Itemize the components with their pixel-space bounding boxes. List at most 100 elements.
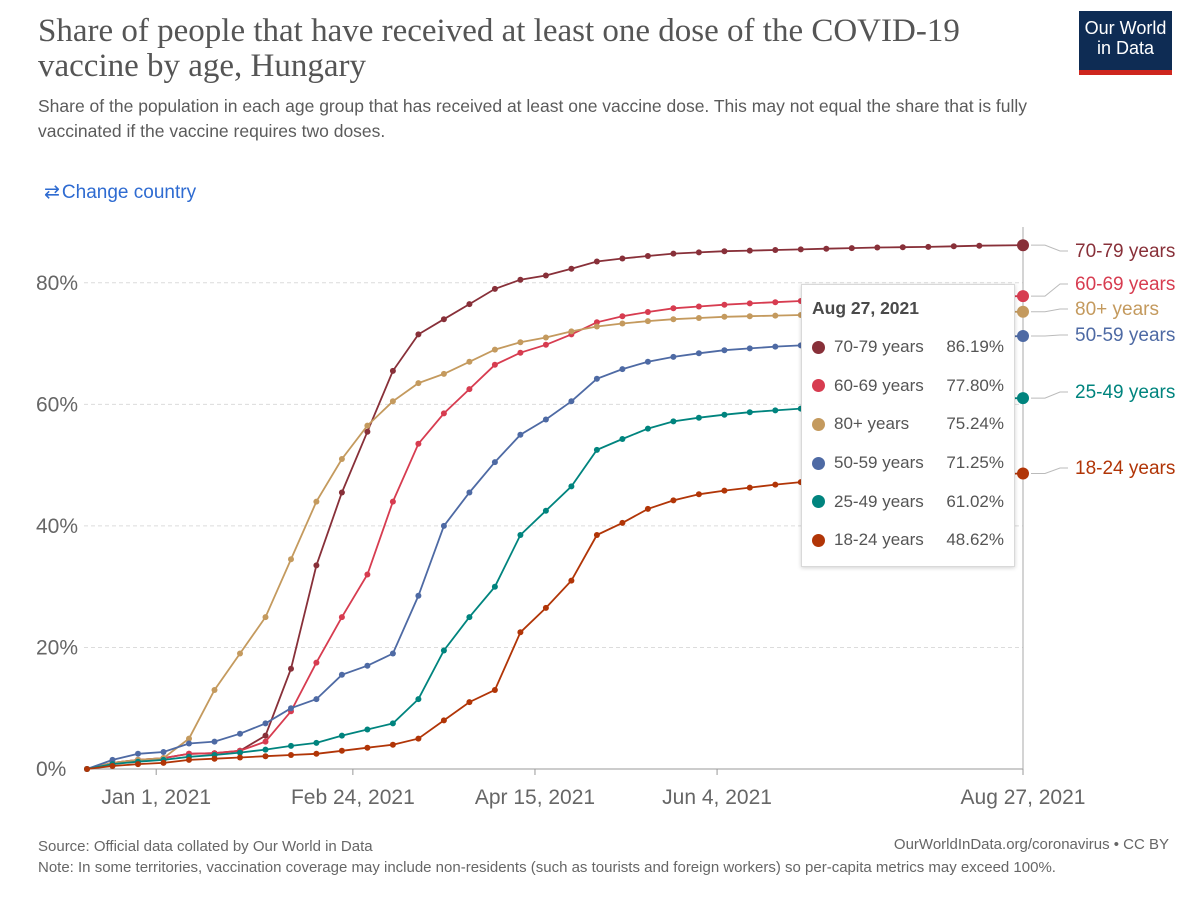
tooltip-series-label: 60-69 years [834, 375, 924, 395]
tooltip-series-label: 25-49 years [834, 491, 924, 511]
series-point [670, 316, 677, 323]
series-end-marker [1017, 305, 1029, 318]
series-point [491, 361, 498, 368]
series-point [695, 315, 702, 321]
series-point [568, 577, 575, 584]
series-point [135, 750, 141, 757]
series-point [670, 305, 677, 312]
x-tick-label: Jun 4, 2021 [662, 786, 772, 809]
series-dot-icon [812, 456, 825, 470]
series-point [746, 300, 753, 307]
series-point [338, 614, 345, 621]
series-point [950, 243, 957, 250]
series-point [874, 244, 881, 251]
series-point [491, 346, 498, 353]
swap-arrows-icon: ⇄ [44, 182, 60, 203]
x-tick-label: Aug 27, 2021 [961, 786, 1086, 809]
series-point [338, 489, 345, 496]
source-note: Source: Official data collated by Our Wo… [38, 838, 373, 855]
tooltip-series-value: 61.02% [946, 491, 1004, 511]
tooltip-series-label: 18-24 years [834, 530, 924, 550]
series-point [389, 720, 396, 727]
series-point [288, 742, 294, 749]
x-tick-label: Feb 24, 2021 [291, 786, 415, 809]
series-point [695, 350, 702, 357]
label-connector [1031, 334, 1068, 337]
series-point [619, 436, 626, 442]
series-point [568, 328, 575, 335]
tooltip-row: 18-24 years 48.62% [812, 521, 1004, 560]
series-point [542, 416, 549, 423]
series-point [772, 247, 779, 253]
series-point [695, 414, 702, 421]
series-point [491, 583, 498, 590]
series-point [848, 245, 855, 252]
series-point [593, 446, 600, 453]
series-point [517, 349, 524, 356]
change-country-label: Change country [61, 182, 197, 203]
series-point [466, 386, 473, 393]
series-point [211, 738, 218, 745]
series-point [237, 749, 243, 756]
series-point [313, 750, 320, 757]
series-point [262, 720, 269, 727]
series-point [670, 250, 677, 257]
series-point [721, 313, 728, 320]
series-point [772, 312, 779, 319]
series-point [389, 367, 396, 374]
series-point [440, 370, 447, 377]
y-tick-label: 20% [36, 636, 78, 659]
series-point [415, 735, 422, 742]
series-point [364, 744, 371, 751]
series-point [415, 380, 422, 387]
series-point [186, 735, 192, 742]
tooltip-row: 80+ years 75.24% [812, 405, 1004, 444]
y-tick-label: 80% [36, 272, 78, 295]
series-point [364, 662, 371, 669]
series-point [440, 717, 447, 724]
series-point [644, 505, 651, 512]
series-point [619, 313, 626, 320]
series-point [619, 519, 626, 526]
series-point [440, 647, 447, 654]
series-point [262, 746, 269, 753]
series-point [670, 497, 677, 504]
series-point [619, 255, 626, 262]
owid-logo[interactable]: Our World in Data [1079, 11, 1172, 75]
change-country-button[interactable]: ⇄ Change country [44, 181, 196, 204]
tooltip-row: 25-49 years 61.02% [812, 482, 1004, 521]
series-point [440, 522, 447, 529]
tooltip-date: Aug 27, 2021 [812, 298, 919, 318]
series-point [262, 614, 269, 621]
series-point [338, 456, 345, 462]
series-point [135, 761, 141, 768]
series-point [542, 334, 549, 341]
series-point [721, 301, 728, 308]
x-tick-label: Jan 1, 2021 [101, 786, 211, 809]
series-point [746, 313, 753, 320]
series-point [313, 498, 320, 505]
series-point [517, 339, 524, 346]
series-point [237, 730, 243, 737]
license-link[interactable]: OurWorldInData.org/coronavirus • CC BY [893, 836, 1169, 853]
series-dot-icon [812, 379, 825, 393]
series-end-marker [1017, 290, 1029, 303]
series-point [491, 285, 498, 292]
series-point [237, 754, 243, 761]
series-point [262, 732, 269, 739]
series-point [746, 409, 753, 416]
series-dot-icon [812, 533, 825, 547]
series-point [644, 309, 651, 315]
series-point [313, 696, 320, 703]
series-point [593, 258, 600, 265]
series-point [772, 299, 779, 306]
tooltip-series-value: 71.25% [946, 453, 1004, 473]
series-point [262, 753, 269, 760]
series-point [721, 248, 728, 255]
series-end-marker [1017, 467, 1029, 480]
series-point [364, 428, 371, 435]
series-point [160, 759, 167, 766]
series-point [542, 507, 549, 514]
series-point [823, 245, 830, 252]
